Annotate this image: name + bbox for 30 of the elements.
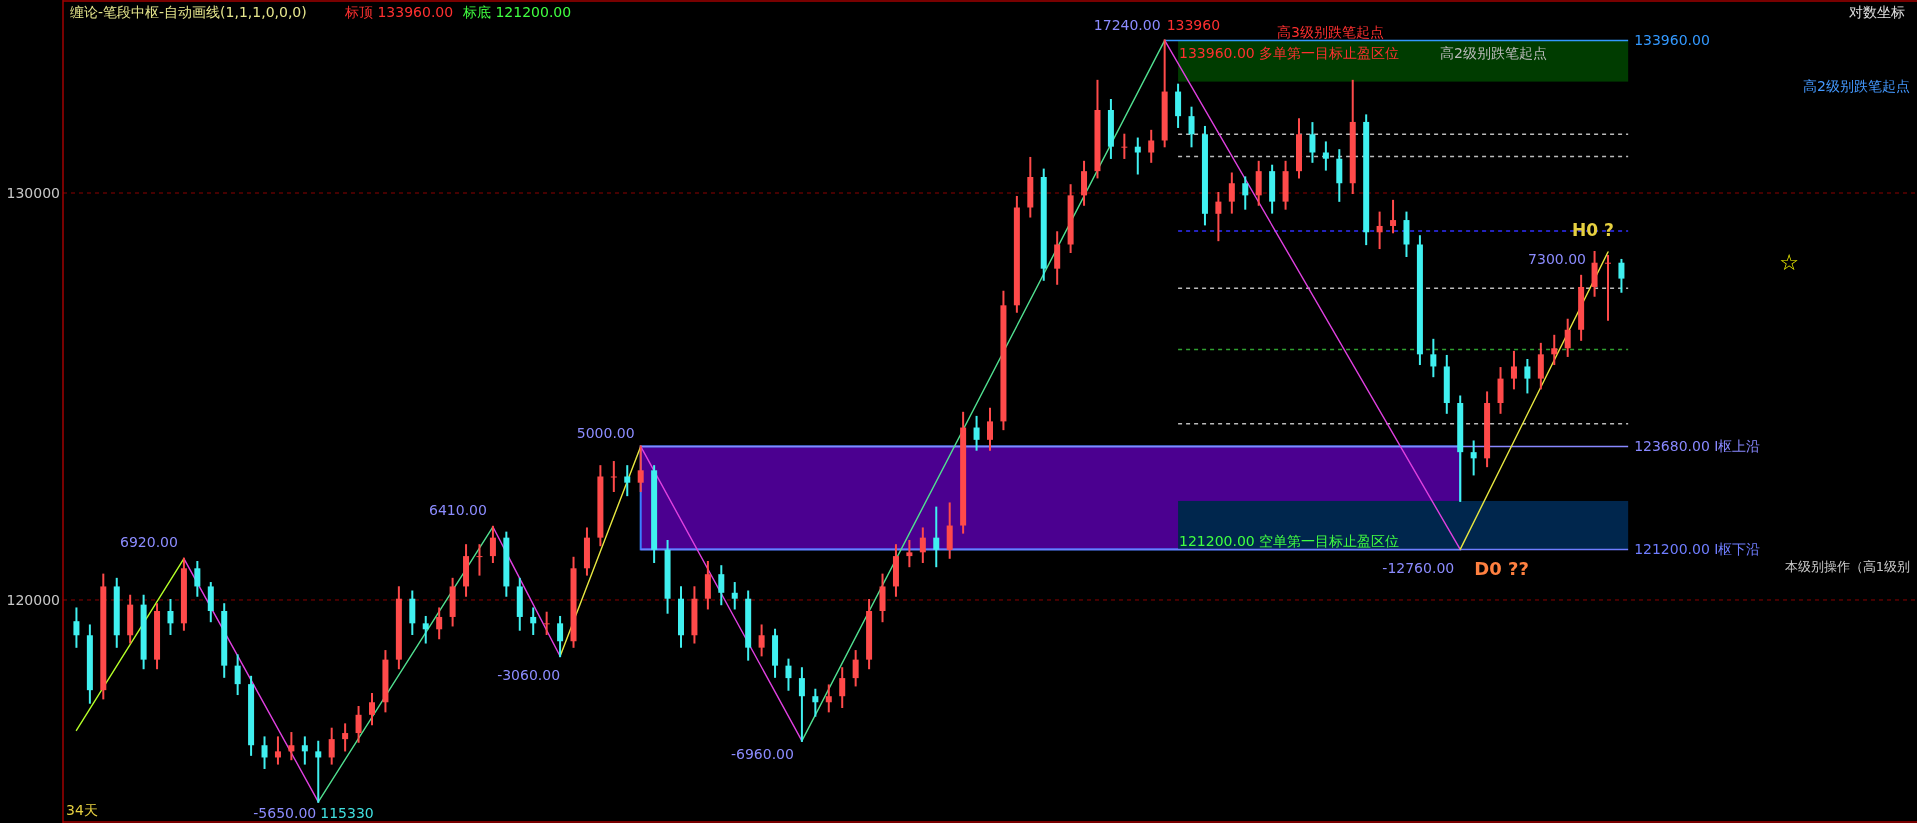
annotation: H0 ?: [1572, 220, 1614, 241]
y-tick-label: 130000: [6, 185, 60, 202]
annotation: 6920.00: [120, 533, 178, 550]
annotation: 17240.00: [1093, 17, 1161, 34]
chart-title: 缠论-笔段中枢-自动画线(1,1,1,0,0,0): [70, 4, 307, 20]
text: 对数坐标: [1849, 4, 1905, 20]
text: ☆: [1779, 250, 1799, 275]
annotation: 标底 121200.00: [462, 4, 572, 20]
annotation: 133960: [1166, 17, 1221, 34]
annotation: -5650.00: [253, 804, 317, 821]
ref-line-label: 133960.00: [1634, 32, 1710, 49]
annotation: -6960.00: [730, 745, 794, 762]
annotation: 6410.00: [429, 501, 487, 518]
annotation: 7300.00: [1528, 251, 1586, 268]
annotation: 34天: [66, 802, 98, 818]
annotation: 标顶 133960.00: [344, 4, 454, 20]
text: 本级别操作（高1级别: [1784, 559, 1910, 574]
annotation: 115330: [320, 804, 374, 821]
y-tick-label: 120000: [6, 591, 60, 608]
annotation: 高3级别跌笔起点: [1277, 24, 1384, 40]
annotation: -3060.00: [497, 667, 561, 684]
annotation: -12760.00: [1382, 560, 1455, 577]
ref-line-label: 123680.00 I枢上沿: [1634, 438, 1761, 455]
annotation: 121200.00 空单第一目标止盈区位: [1179, 533, 1400, 549]
annotation: 5000.00: [576, 425, 635, 442]
annotation: D0 ??: [1474, 558, 1529, 580]
ref-line-label: 121200.00 I枢下沿: [1634, 541, 1761, 558]
annotation: 133960.00 多单第一目标止盈区位: [1179, 45, 1400, 61]
text: 高2级别跌笔起点: [1803, 78, 1910, 94]
annotation: 高2级别跌笔起点: [1440, 45, 1547, 61]
